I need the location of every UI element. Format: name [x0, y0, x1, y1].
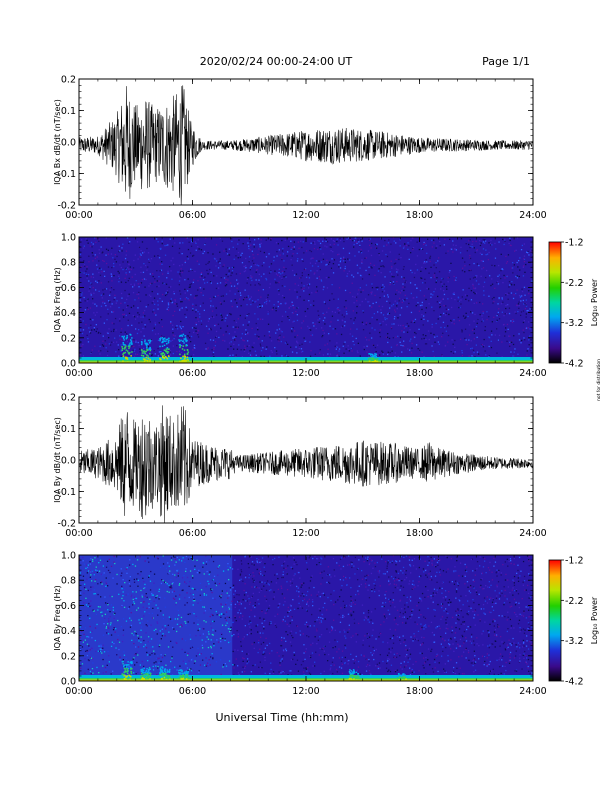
- y-tick-label: 1.0: [61, 233, 76, 244]
- y-tick-label: 0.1: [61, 106, 76, 117]
- bx-trace-panel: 0.2 0.1 0.0 -0.1 -0.200:00 06:00 12:00 18:00 24:…: [53, 75, 547, 222]
- by-trace-line: [79, 405, 533, 523]
- y-tick-label: 0.2: [61, 75, 76, 86]
- x-tick-label: 18:00: [406, 368, 433, 379]
- by-spectrogram-colorbar: [548, 559, 562, 682]
- x-tick-label: 12:00: [292, 368, 319, 379]
- by-spectrogram-panel: -1.2 -2.2 -3.2 -4.2 Log₁₀ Power 1.0 0.8 0.6 0.4 0…: [53, 551, 599, 698]
- bx-trace-line: [79, 85, 533, 205]
- x-tick-label: 06:00: [179, 528, 206, 539]
- colorbar-tick-label: -1.2: [565, 238, 584, 249]
- colorbar-tick-label: -3.2: [565, 636, 584, 647]
- x-tick-label: 00:00: [65, 368, 92, 379]
- colorbar-tick-label: -2.2: [565, 278, 584, 289]
- colorbar-tick-label: -1.2: [565, 556, 584, 567]
- y-tick-label: 1.0: [61, 551, 76, 562]
- y-tick-label: -0.2: [57, 519, 76, 530]
- by-spectrogram-heatmap: [79, 555, 533, 681]
- x-tick-label: 24:00: [519, 528, 546, 539]
- y-tick-label: 0.0: [61, 359, 76, 370]
- y-tick-label: 0.2: [61, 333, 76, 344]
- y-axis-label: IQA By dB/dt (nT/sec): [53, 417, 62, 503]
- x-tick-label: 06:00: [179, 368, 206, 379]
- y-tick-label: -0.1: [57, 169, 76, 180]
- x-tick-label: 06:00: [179, 686, 206, 697]
- colorbar-label: Log₁₀ Power: [590, 278, 599, 326]
- y-tick-label: 0.6: [61, 601, 76, 612]
- y-axis-label: IQA Bx dB/dt (nT/sec): [53, 99, 62, 185]
- bx-spectrogram-panel: -1.2 -2.2 -3.2 -4.2 Log₁₀ Power 1.0 0.8 0.6 0.4 0…: [53, 233, 599, 380]
- x-tick-label: 00:00: [65, 528, 92, 539]
- page-title: 2020/02/24 00:00-24:00 UT: [200, 55, 353, 68]
- y-tick-label: 0.8: [61, 258, 76, 269]
- x-tick-label: 06:00: [179, 210, 206, 221]
- bx-spectrogram-colorbar: [548, 241, 562, 364]
- y-tick-label: 0.4: [61, 308, 76, 319]
- x-tick-label: 18:00: [406, 528, 433, 539]
- colorbar-tick-label: -3.2: [565, 318, 584, 329]
- colorbar-tick-label: -4.2: [565, 359, 584, 370]
- by-trace-panel: 0.2 0.1 0.0 -0.1 -0.200:00 06:00 12:00 18:00 24:…: [53, 393, 547, 540]
- colorbar-tick-label: -4.2: [565, 677, 584, 688]
- y-tick-label: 0.4: [61, 626, 76, 637]
- y-axis-label: IQA By Freq (Hz): [53, 585, 62, 651]
- y-tick-label: 0.0: [61, 456, 76, 467]
- y-tick-label: -0.2: [57, 201, 76, 212]
- x-tick-label: 12:00: [292, 528, 319, 539]
- panels: 0.20.10.0-0.1-0.200:00 06:00 12:00 18:00 24:…: [53, 75, 599, 698]
- colorbar-label: Log₁₀ Power: [590, 596, 599, 644]
- x-tick-label: 18:00: [406, 210, 433, 221]
- y-tick-label: 0.2: [61, 393, 76, 404]
- x-tick-label: 00:00: [65, 210, 92, 221]
- x-axis-title: Universal Time (hh:mm): [216, 711, 349, 724]
- x-tick-label: 12:00: [292, 686, 319, 697]
- y-axis-label: IQA Bx Freq (Hz): [53, 267, 62, 333]
- x-tick-label: 24:00: [519, 210, 546, 221]
- x-tick-label: 24:00: [519, 686, 546, 697]
- y-tick-label: 0.0: [61, 138, 76, 149]
- colorbar-tick-label: -2.2: [565, 596, 584, 607]
- y-tick-label: 0.0: [61, 677, 76, 688]
- y-tick-label: 0.1: [61, 424, 76, 435]
- x-tick-label: 18:00: [406, 686, 433, 697]
- x-tick-label: 00:00: [65, 686, 92, 697]
- y-tick-label: 0.8: [61, 576, 76, 587]
- credit-text: not for distribution: [596, 359, 602, 401]
- bx-spectrogram-heatmap: [79, 237, 533, 363]
- y-tick-label: 0.6: [61, 283, 76, 294]
- x-tick-label: 24:00: [519, 368, 546, 379]
- y-tick-label: 0.2: [61, 651, 76, 662]
- x-tick-label: 12:00: [292, 210, 319, 221]
- y-tick-label: -0.1: [57, 487, 76, 498]
- page-number: Page 1/1: [482, 55, 530, 68]
